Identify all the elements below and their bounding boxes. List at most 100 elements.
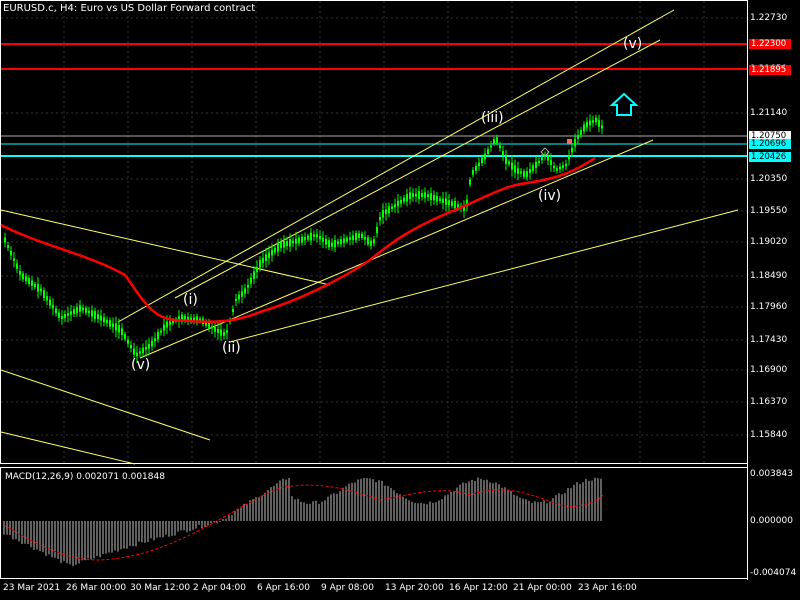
candle-body bbox=[148, 343, 150, 349]
candle-body bbox=[139, 351, 141, 354]
symbol-label: EURUSD.c, H4: bbox=[3, 3, 78, 14]
candle-body bbox=[388, 206, 390, 214]
candle-body bbox=[73, 309, 75, 314]
time-tick: 26 Mar 00:00 bbox=[66, 583, 127, 593]
candle-body bbox=[583, 124, 585, 132]
candle-body bbox=[16, 263, 18, 270]
price-tick: 1.15840 bbox=[750, 430, 788, 440]
chart-header: EURUSD.c, H4: Euro vs US Dollar Forward … bbox=[3, 3, 255, 14]
candle-body bbox=[61, 316, 63, 319]
candle-body bbox=[385, 209, 387, 214]
candle-body bbox=[331, 242, 333, 247]
wave-label: (v) bbox=[623, 36, 643, 52]
candle-body bbox=[7, 245, 9, 248]
candle-body bbox=[538, 160, 540, 164]
candle-body bbox=[370, 240, 372, 246]
candle-body bbox=[316, 234, 318, 238]
candle-body bbox=[523, 171, 525, 177]
candle-body bbox=[106, 319, 108, 324]
candle-body bbox=[307, 235, 309, 240]
candle-body bbox=[67, 313, 69, 316]
candle-body bbox=[223, 332, 225, 336]
candle-body bbox=[373, 239, 375, 244]
wave-label: (i) bbox=[183, 292, 198, 308]
candle-body bbox=[205, 321, 207, 326]
candle-body bbox=[91, 310, 93, 317]
macd-axis-zero: 0.000000 bbox=[750, 516, 793, 526]
candle-body bbox=[451, 201, 453, 206]
candle-body bbox=[130, 345, 132, 349]
trend-line bbox=[117, 9, 675, 323]
candle-body bbox=[241, 291, 243, 297]
candle-body bbox=[520, 171, 522, 174]
candle-body bbox=[337, 241, 339, 244]
support-tag: 1.20696 bbox=[749, 139, 791, 149]
candle-body bbox=[355, 232, 357, 241]
price-tick: 1.21140 bbox=[750, 108, 788, 118]
candle-body bbox=[379, 217, 381, 221]
candle-body bbox=[151, 340, 153, 347]
candle-body bbox=[346, 237, 348, 242]
candle-body bbox=[46, 296, 48, 301]
candle-body bbox=[514, 165, 516, 173]
candle-body bbox=[109, 320, 111, 327]
candle-body bbox=[391, 206, 393, 209]
candle-body bbox=[430, 193, 432, 201]
candle-body bbox=[37, 283, 39, 292]
price-tick: 1.20350 bbox=[750, 174, 788, 184]
trend-line bbox=[139, 139, 654, 359]
macd-signal-line bbox=[3, 484, 604, 561]
time-tick: 23 Apr 16:00 bbox=[578, 583, 637, 593]
candle-body bbox=[262, 257, 264, 263]
time-tick: 2 Apr 04:00 bbox=[193, 583, 246, 593]
candle-body bbox=[421, 192, 423, 198]
candle-body bbox=[304, 237, 306, 241]
candle-body bbox=[472, 169, 474, 175]
candle-body bbox=[424, 192, 426, 198]
candle-body bbox=[214, 326, 216, 332]
candle-body bbox=[244, 288, 246, 294]
candle-body bbox=[259, 260, 261, 268]
candle-body bbox=[349, 237, 351, 240]
candle-body bbox=[490, 145, 492, 148]
candle-body bbox=[211, 326, 213, 329]
support-tag: 1.20426 bbox=[749, 152, 791, 162]
candle-body bbox=[184, 315, 186, 321]
candle-body bbox=[34, 283, 36, 288]
trend-line bbox=[229, 209, 739, 343]
trend-line bbox=[0, 369, 211, 441]
time-tick: 16 Apr 12:00 bbox=[449, 583, 508, 593]
macd-axis-bottom: -0.004074 bbox=[750, 568, 797, 578]
candle-body bbox=[505, 156, 507, 164]
time-tick: 9 Apr 08:00 bbox=[321, 583, 374, 593]
up-arrow-icon bbox=[609, 92, 639, 116]
candle-body bbox=[427, 194, 429, 198]
candle-body bbox=[274, 247, 276, 253]
candle-body bbox=[499, 145, 501, 149]
candle-body bbox=[433, 195, 435, 201]
candle-body bbox=[409, 192, 411, 200]
candle-body bbox=[118, 325, 120, 333]
current-price-tag: 1.20750 bbox=[749, 131, 791, 141]
candle-body bbox=[25, 276, 27, 282]
candle-body bbox=[478, 162, 480, 167]
candle-body bbox=[124, 334, 126, 340]
candle-body bbox=[19, 270, 21, 275]
candle-body bbox=[508, 161, 510, 165]
candle-body bbox=[115, 323, 117, 331]
candle-body bbox=[235, 298, 237, 302]
candle-body bbox=[298, 237, 300, 244]
symbol-description: Euro vs US Dollar Forward contract bbox=[80, 3, 256, 14]
candle-body bbox=[10, 250, 12, 256]
candle-body bbox=[88, 310, 90, 314]
candle-body bbox=[52, 305, 54, 309]
candle-body bbox=[112, 323, 114, 328]
time-tick: 21 Apr 00:00 bbox=[513, 583, 572, 593]
candle-body bbox=[160, 330, 162, 333]
candle-body bbox=[157, 331, 159, 340]
wave-label: (iii) bbox=[481, 110, 504, 126]
candle-body bbox=[340, 239, 342, 245]
candle-body bbox=[475, 165, 477, 171]
